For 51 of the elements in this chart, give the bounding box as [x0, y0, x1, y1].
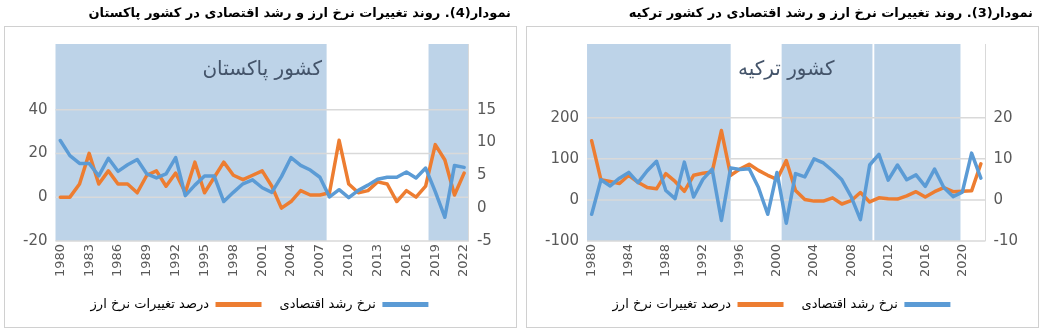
y2-tick-label: 20	[993, 107, 1013, 126]
x-tick-label: 1984	[620, 243, 636, 278]
x-tick-label: 1995	[195, 243, 211, 278]
x-tick-label: 1996	[731, 243, 747, 278]
x-tick-label: 2016	[916, 243, 932, 278]
x-tick-label: 2019	[426, 243, 442, 278]
x-tick-label: 1998	[224, 243, 240, 278]
x-tick-label: 1989	[138, 243, 154, 278]
y-tick-label: 0	[37, 187, 48, 206]
y2-tick-label: 0	[993, 189, 1004, 208]
y-tick-label: -20	[23, 230, 48, 249]
legend-label: نرخ رشد اقتصادی	[279, 295, 376, 312]
y2-tick-label: 5	[476, 165, 487, 184]
y-tick-label: 0	[569, 189, 580, 208]
x-tick-label: 2001	[253, 243, 269, 278]
x-tick-label: 1992	[167, 243, 183, 278]
chart-title: نمودار(3). روند تغییرات نرخ ارز و رشد اقتصادی در کشور ترکیه	[627, 4, 1034, 22]
x-tick-label: 2000	[768, 243, 784, 278]
y2-tick-label: 10	[993, 148, 1013, 167]
chart-title: نمودار(4). روند تغییرات نرخ ارز و رشد اقتصادی در کشور پاکستان	[87, 4, 512, 22]
y-tick-label: -100	[545, 230, 580, 249]
x-tick-label: 1992	[694, 243, 710, 278]
x-tick-label: 1980	[583, 243, 599, 278]
x-tick-label: 2022	[455, 243, 471, 278]
x-tick-label: 2020	[953, 243, 969, 278]
y-tick-label: 20	[28, 143, 48, 162]
y2-tick-label: 15	[476, 99, 497, 118]
x-tick-label: 2008	[842, 243, 858, 278]
legend-label: نرخ رشد اقتصادی	[801, 295, 898, 312]
x-tick-label: 2016	[397, 243, 413, 278]
y2-tick-label: 10	[476, 132, 497, 151]
y-tick-label: 40	[28, 99, 48, 118]
x-tick-label: 1986	[109, 243, 125, 278]
y-tick-label: 100	[550, 148, 580, 167]
annotation: کشور ترکیه	[737, 56, 836, 81]
x-tick-label: 2007	[311, 243, 327, 278]
annotation: کشور پاکستان	[202, 56, 323, 82]
y-tick-label: 200	[550, 107, 580, 126]
y2-tick-label: 0	[476, 197, 487, 216]
x-tick-label: 1980	[51, 243, 67, 278]
legend-label: درصد تغییرات نرخ ارز	[611, 295, 732, 312]
x-tick-label: 1983	[80, 243, 96, 278]
x-tick-label: 1988	[657, 243, 673, 278]
y2-tick-label: -5	[476, 230, 492, 249]
x-tick-label: 2012	[879, 243, 895, 278]
x-tick-label: 2004	[282, 243, 298, 278]
legend-label: درصد تغییرات نرخ ارز	[89, 295, 210, 312]
x-tick-label: 2013	[368, 243, 384, 278]
y2-tick-label: -10	[993, 230, 1018, 249]
x-tick-label: 2010	[340, 243, 356, 278]
x-tick-label: 2004	[805, 243, 821, 278]
